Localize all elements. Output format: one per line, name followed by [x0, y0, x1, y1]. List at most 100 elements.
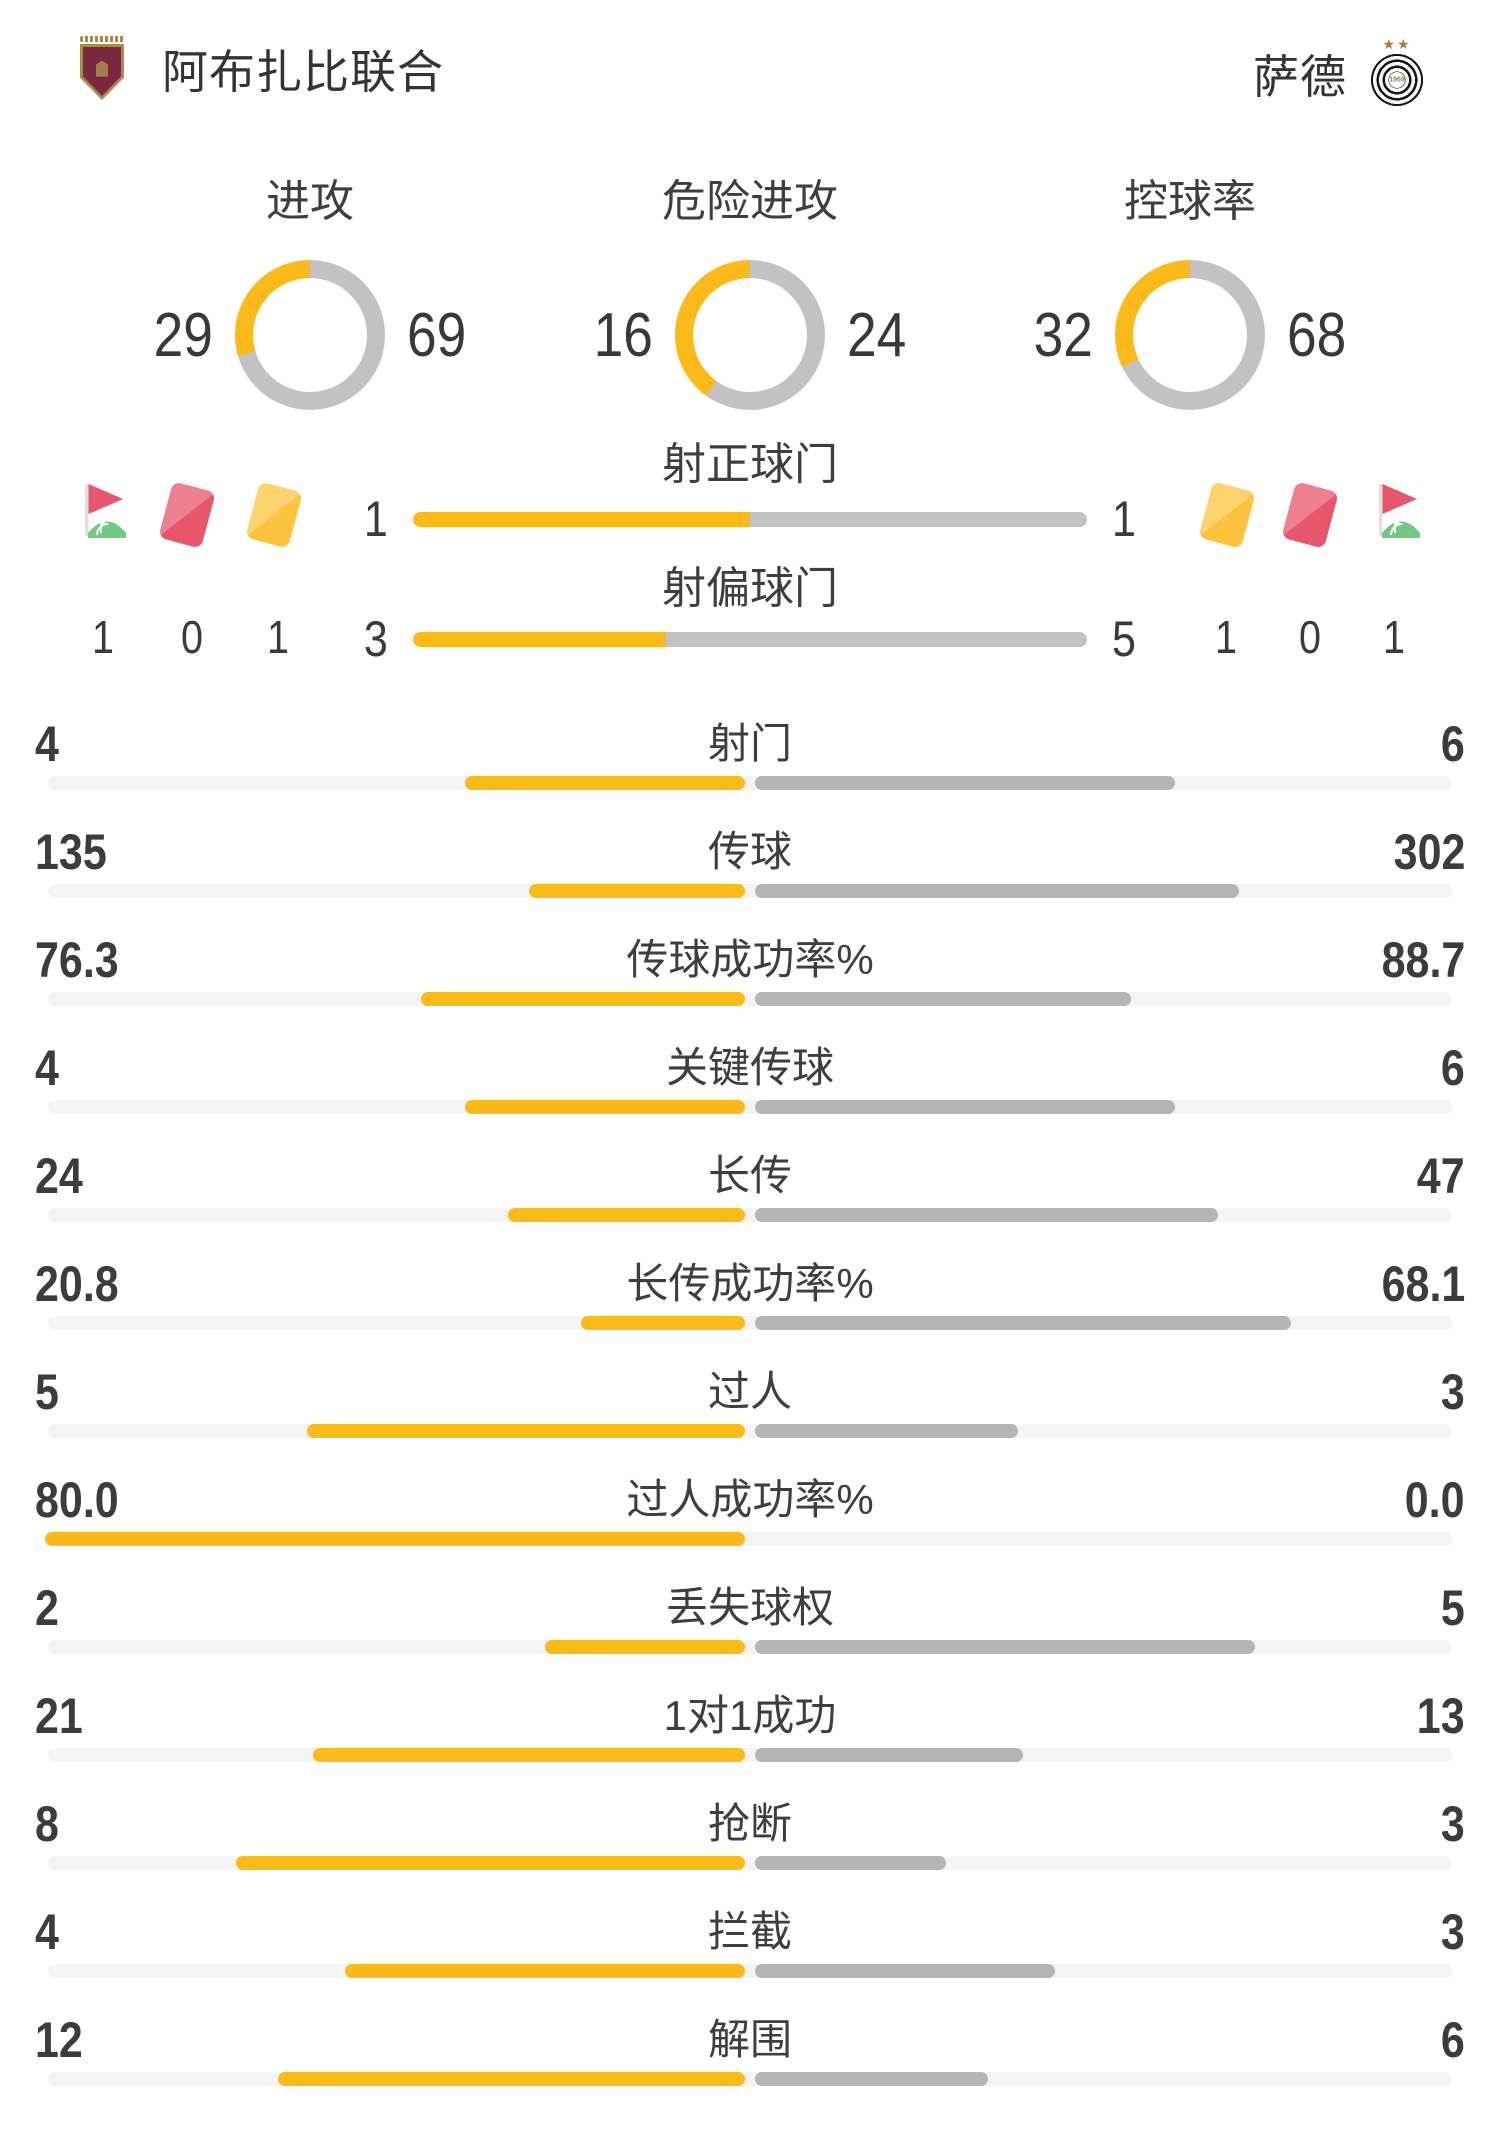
donut-home-value: 16: [593, 300, 653, 370]
donut-home-value: 29: [153, 300, 213, 370]
stat-bar-away-segment: [755, 1100, 1175, 1114]
stat-bar-away-segment: [755, 2072, 988, 2086]
badge-stars-icon: ★★: [1382, 36, 1412, 52]
stat-home-value: 4: [35, 716, 59, 772]
stat-away-value: 302: [1393, 824, 1465, 880]
shots-discipline-section: 射正球门 射偏球门 1 1 3 5: [0, 428, 1500, 680]
stat-away-value: 6: [1441, 1040, 1465, 1096]
badge-year: 1969: [1389, 76, 1405, 84]
stat-bar-away-segment: [755, 1640, 1255, 1654]
stat-home-value: 8: [35, 1796, 59, 1852]
shots-off-target-home-value: 3: [364, 611, 388, 667]
donut-title: 危险进攻: [662, 177, 838, 226]
stat-bar-home-segment: [545, 1640, 745, 1654]
home-team: 阿布扎比联合: [78, 36, 444, 102]
stat-bar-away-segment: [755, 1748, 1023, 1762]
stat-bar-away-segment: [755, 884, 1239, 898]
stat-bar-track: [48, 776, 1452, 790]
stat-away-value: 3: [1441, 1364, 1465, 1420]
stat-away-value: 13: [1417, 1688, 1465, 1744]
stat-row: 24 47 长传: [0, 1148, 1500, 1222]
stat-home-value: 5: [35, 1364, 59, 1420]
stat-label: 关键传球: [665, 1044, 835, 1091]
stat-bar-away-segment: [755, 1208, 1218, 1222]
stat-bar-away-segment: [755, 776, 1175, 790]
stat-home-value: 4: [35, 1040, 59, 1096]
donut-away-value: 69: [407, 300, 467, 370]
stat-bar-home-segment: [307, 1424, 745, 1438]
stat-row: 4 6 射门: [0, 716, 1500, 790]
donut-title: 进攻: [266, 177, 354, 226]
stat-home-value: 80.0: [35, 1472, 119, 1528]
away-team-badge-icon: ★★ 1969: [1369, 36, 1425, 112]
stat-label: 传球: [707, 828, 793, 875]
rings-icon: 1969: [1371, 54, 1423, 106]
stat-row: 20.8 68.1 长传成功率%: [0, 1256, 1500, 1330]
stat-bar-track: [48, 1208, 1452, 1222]
stat-label: 拦截: [707, 1908, 793, 1955]
stat-bar-away-segment: [755, 1964, 1055, 1978]
stat-label: 射门: [707, 720, 793, 767]
stat-bar-track: [48, 992, 1452, 1006]
stats-list: 4 6 射门 135 302 传球 76.3 88.: [0, 716, 1500, 2086]
stat-bar-home-segment: [465, 776, 745, 790]
donut-charts-row: 进攻 29 69 危险进攻 16 24 控球率 32 68: [0, 176, 1500, 410]
stat-bar-home-segment: [313, 1748, 745, 1762]
shots-off-target-title: 射偏球门: [662, 564, 838, 613]
donut-chart-group: 控球率 32 68: [970, 176, 1410, 410]
stat-home-value: 4: [35, 1904, 59, 1960]
stat-bar-home-segment: [278, 2072, 745, 2086]
stat-row: 4 3 拦截: [0, 1904, 1500, 1978]
stat-bar-track: [48, 1964, 1452, 1978]
stat-label: 长传: [707, 1152, 793, 1199]
stat-row: 135 302 传球: [0, 824, 1500, 898]
home-corner-count: 1: [91, 611, 115, 663]
shots-on-target-away-value: 1: [1112, 491, 1136, 547]
stat-bar-track: [48, 1424, 1452, 1438]
stat-away-value: 68.1: [1381, 1256, 1465, 1312]
stat-bar-track: [48, 2072, 1452, 2086]
stat-home-value: 2: [35, 1580, 59, 1636]
stat-row: 2 5 丢失球权: [0, 1580, 1500, 1654]
away-team-name: 萨德: [1253, 51, 1347, 103]
shield-icon: [80, 44, 124, 100]
stat-bar-track: [48, 884, 1452, 898]
stat-label: 传球成功率%: [626, 936, 874, 983]
donut-away-value: 24: [847, 300, 907, 370]
stat-away-value: 0.0: [1405, 1472, 1465, 1528]
stat-bar-home-segment: [345, 1964, 745, 1978]
stat-row: 5 3 过人: [0, 1364, 1500, 1438]
stat-away-value: 6: [1441, 716, 1465, 772]
donut-away-value: 68: [1287, 300, 1347, 370]
shots-off-target-away-value: 5: [1112, 611, 1136, 667]
stat-row: 21 13 1对1成功: [0, 1688, 1500, 1762]
stat-label: 过人: [707, 1368, 793, 1415]
stat-bar-away-segment: [755, 1316, 1291, 1330]
shots-on-target-title: 射正球门: [662, 440, 838, 489]
stat-bar-track: [48, 1316, 1452, 1330]
stat-away-value: 3: [1441, 1904, 1465, 1960]
corner-flag-icon: [85, 484, 126, 538]
stat-label: 长传成功率%: [626, 1260, 874, 1307]
stat-row: 8 3 抢断: [0, 1796, 1500, 1870]
shots-off-target-bar: [413, 632, 1087, 647]
stat-label: 抢断: [707, 1800, 793, 1847]
stat-label: 1对1成功: [663, 1692, 837, 1739]
home-red-card-count: 0: [180, 611, 204, 663]
stat-bar-away-segment: [755, 1424, 1018, 1438]
stat-row: 80.0 0.0 过人成功率%: [0, 1472, 1500, 1546]
home-bar-segment: [413, 512, 750, 527]
donut-ring-chart: [235, 260, 385, 410]
stat-label: 丢失球权: [665, 1584, 835, 1631]
stat-home-value: 24: [35, 1148, 83, 1204]
stat-home-value: 76.3: [35, 932, 119, 988]
stat-bar-away-segment: [755, 1856, 946, 1870]
stat-bar-home-segment: [529, 884, 745, 898]
stat-label: 过人成功率%: [626, 1476, 874, 1523]
stat-away-value: 47: [1417, 1148, 1465, 1204]
stat-label: 解围: [707, 2016, 793, 2063]
stat-bar-home-segment: [508, 1208, 745, 1222]
home-bar-segment: [413, 632, 666, 647]
shots-on-target-home-value: 1: [364, 491, 388, 547]
